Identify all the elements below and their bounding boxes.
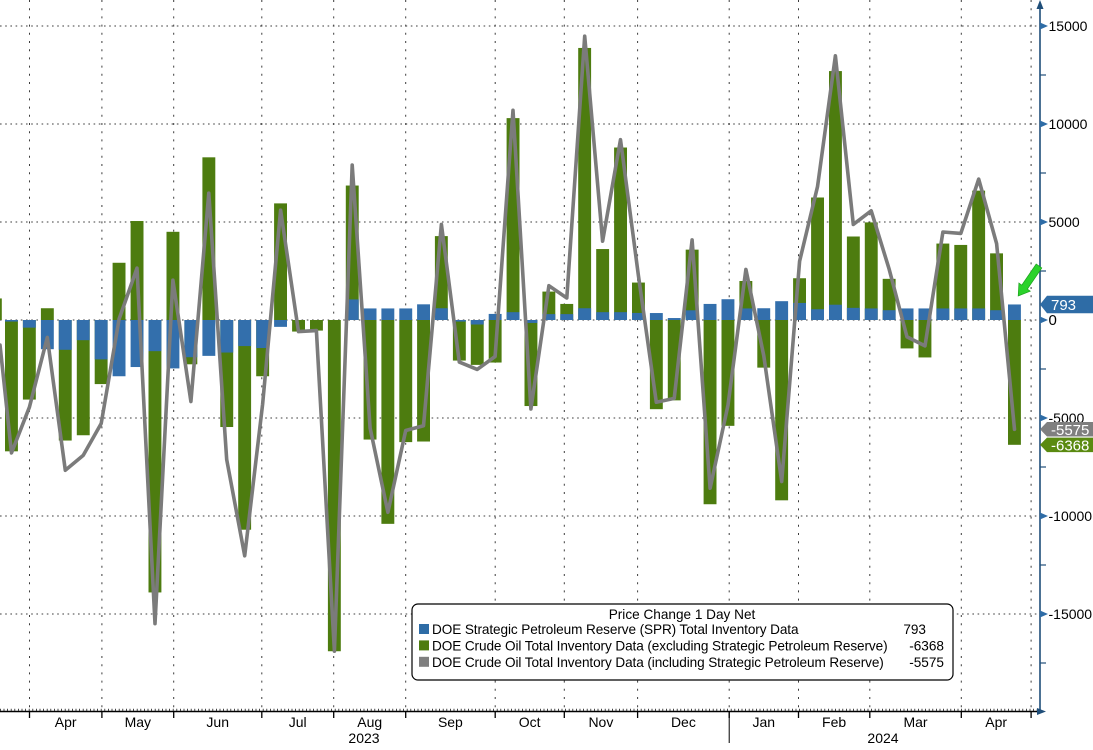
svg-text:Mar: Mar — [903, 714, 927, 730]
svg-text:Apr: Apr — [55, 714, 77, 730]
svg-text:Feb: Feb — [822, 714, 846, 730]
svg-text:10000: 10000 — [1049, 116, 1088, 132]
svg-text:DOE Crude Oil Total Inventory: DOE Crude Oil Total Inventory Data (excl… — [432, 638, 888, 653]
svg-text:May: May — [125, 714, 151, 730]
svg-text:Apr: Apr — [985, 714, 1007, 730]
svg-text:Jan: Jan — [753, 714, 776, 730]
svg-text:Dec: Dec — [671, 714, 696, 730]
svg-text:DOE Strategic Petroleum Reserv: DOE Strategic Petroleum Reserve (SPR) To… — [432, 622, 799, 637]
svg-text:Oct: Oct — [519, 714, 541, 730]
svg-text:Aug: Aug — [357, 714, 382, 730]
svg-text:-6368: -6368 — [909, 638, 944, 653]
svg-text:-6368: -6368 — [1051, 437, 1089, 454]
svg-text:Sep: Sep — [438, 714, 463, 730]
svg-text:0: 0 — [1049, 312, 1057, 329]
svg-text:-10000: -10000 — [1049, 508, 1093, 524]
svg-text:Jun: Jun — [206, 714, 229, 730]
svg-text:15000: 15000 — [1049, 18, 1088, 34]
svg-text:793: 793 — [1051, 297, 1076, 314]
svg-text:5000: 5000 — [1049, 214, 1080, 230]
svg-text:Nov: Nov — [588, 714, 613, 730]
svg-text:793: 793 — [903, 622, 926, 637]
svg-text:2024: 2024 — [867, 730, 898, 745]
svg-text:DOE Crude Oil Total Inventory: DOE Crude Oil Total Inventory Data (incl… — [432, 655, 884, 670]
svg-text:2023: 2023 — [348, 730, 379, 745]
svg-text:-5575: -5575 — [909, 655, 944, 670]
svg-text:Jul: Jul — [289, 714, 307, 730]
svg-text:-15000: -15000 — [1049, 606, 1093, 622]
svg-text:-5575: -5575 — [1051, 422, 1089, 439]
svg-text:Price Change 1 Day Net: Price Change 1 Day Net — [609, 607, 756, 622]
